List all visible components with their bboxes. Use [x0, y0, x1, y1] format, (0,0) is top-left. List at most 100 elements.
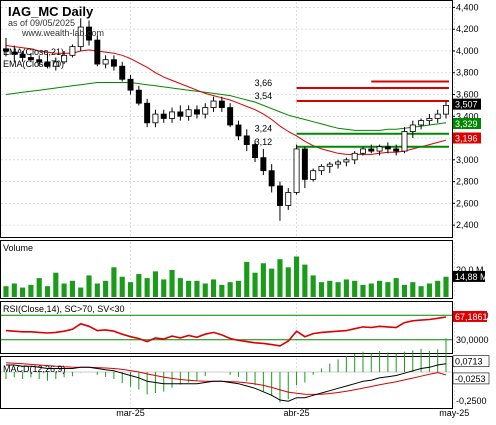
price-layer: 3,66 3,54 3,24 3,12 — [3, 18, 449, 221]
candle — [384, 146, 391, 150]
candle — [218, 100, 225, 108]
candle — [185, 109, 192, 117]
volume-bar — [36, 278, 42, 297]
volume-bar — [169, 270, 175, 297]
candle — [260, 157, 267, 172]
candle — [235, 124, 242, 137]
volume-bar — [210, 279, 217, 297]
volume-bar — [269, 268, 275, 297]
price-badge-label: 3,329 — [455, 119, 478, 129]
watermark: www.wealth-lab.com — [21, 28, 104, 38]
chart-subtitle: as of 09/05/2025 — [8, 18, 75, 28]
candle — [418, 120, 425, 126]
volume-bar — [194, 280, 200, 297]
candle — [19, 53, 26, 58]
candle — [227, 107, 234, 126]
candle — [326, 163, 333, 167]
x-tick-label: mar-25 — [116, 408, 145, 418]
candle — [193, 109, 200, 115]
volume-bar — [177, 278, 183, 297]
volume-bar — [227, 282, 233, 297]
volume-bar — [78, 287, 84, 297]
volume-bar — [327, 280, 333, 297]
candle — [160, 113, 167, 119]
candle — [127, 78, 134, 91]
volume-bar — [186, 280, 192, 297]
volume-badge — [453, 270, 485, 282]
price-tick-label: 2,400 — [456, 220, 479, 230]
volume-layer — [3, 256, 449, 297]
volume-bar — [3, 286, 9, 297]
candle — [102, 59, 109, 65]
candle — [110, 59, 117, 67]
candle — [44, 61, 51, 67]
rsi-layer — [1, 314, 452, 347]
price-badge — [453, 98, 481, 110]
candle — [401, 131, 408, 152]
candle — [243, 135, 250, 145]
volume-bar — [61, 283, 67, 297]
macd-badge-label: 0,0713 — [455, 357, 483, 367]
candle — [86, 26, 92, 41]
price-badge — [453, 132, 481, 144]
rsi-badge — [453, 310, 487, 322]
legend-ema70: EMA(Close,70) — [3, 59, 64, 69]
macd-badge — [452, 355, 490, 368]
candle — [301, 148, 308, 180]
price-tick-label: 3,400 — [456, 111, 479, 121]
price-badge-label: 3,196 — [455, 133, 478, 143]
candle — [210, 100, 217, 108]
rsi-tick-label: 30,0000 — [456, 335, 489, 345]
legend-ema21: EMA(Close,21) — [3, 47, 64, 57]
volume-bar — [310, 275, 316, 297]
macd-label: MACD(12,26,9) — [3, 364, 66, 374]
candle — [94, 39, 101, 65]
volume-bar — [426, 283, 432, 297]
volume-bar — [219, 284, 225, 297]
candle — [393, 148, 400, 152]
volume-bar — [86, 275, 92, 297]
volume-bar — [202, 283, 208, 297]
volume-bar — [244, 261, 250, 297]
volume-bar — [318, 282, 325, 297]
macd-badge — [452, 372, 490, 385]
candle — [276, 185, 283, 206]
volume-bar — [418, 286, 424, 297]
level-label: 3,12 — [255, 137, 273, 147]
candle — [11, 51, 18, 55]
volume-bar — [20, 287, 26, 297]
ema21-line — [5, 45, 447, 155]
volume-bar — [127, 282, 134, 297]
price-tick-label: 4,000 — [456, 46, 479, 56]
volume-bar — [302, 264, 308, 297]
volume-bar — [11, 283, 17, 297]
candle — [3, 48, 9, 52]
volume-bar — [53, 272, 59, 297]
volume-bar — [161, 279, 167, 297]
candle — [152, 113, 159, 124]
volume-bar — [360, 284, 366, 297]
candle — [144, 102, 151, 124]
axis-labels: mar-25 abr-25 may-25 2,400 2,600 2,800 3,000 3,… — [116, 2, 490, 418]
price-tick-label: 4,400 — [456, 2, 479, 12]
candle — [52, 61, 59, 67]
candle — [310, 170, 317, 180]
rsi-badge-label: 67,1861 — [455, 312, 488, 322]
candle — [335, 161, 342, 165]
level-label: 3,54 — [255, 91, 273, 101]
candle — [360, 148, 366, 154]
x-tick-label: may-25 — [439, 408, 469, 418]
candle — [27, 57, 34, 61]
volume-tick-label: 20,0 M — [456, 265, 484, 275]
x-tick-label: abr-25 — [284, 408, 310, 418]
price-badge — [453, 118, 481, 130]
volume-bar — [28, 284, 34, 297]
volume-bar — [94, 283, 100, 297]
level-label: 3,66 — [255, 78, 273, 88]
candle — [61, 54, 68, 63]
candle — [376, 146, 383, 152]
volume-badge-label: 14,88 M — [455, 272, 488, 282]
candle — [426, 118, 433, 122]
